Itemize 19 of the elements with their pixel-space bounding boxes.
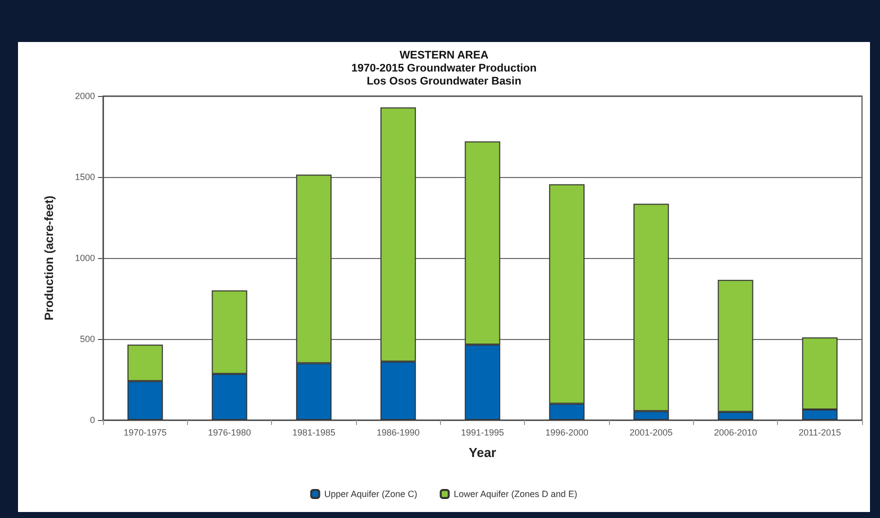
x-tick-label: 1991-1995 bbox=[460, 428, 504, 438]
legend-label: Upper Aquifer (Zone C) bbox=[324, 489, 418, 499]
x-tick-label: 1976-1980 bbox=[208, 428, 252, 438]
x-tick-label: 1996-2000 bbox=[545, 428, 588, 438]
y-tick-label: 500 bbox=[80, 334, 95, 344]
y-tick-label: 1500 bbox=[74, 172, 95, 182]
x-axis-title: Year bbox=[468, 445, 496, 460]
y-tick-label: 0 bbox=[90, 415, 95, 425]
x-tick-label: 2001-2005 bbox=[630, 428, 673, 438]
y-axis-title: Production (acre-feet) bbox=[42, 196, 56, 320]
chart-title: WESTERN AREA 1970-2015 Groundwater Production Los Osos Groundwater Basin bbox=[351, 50, 537, 88]
x-tick-label: 1981-1985 bbox=[292, 428, 336, 438]
y-tick-label: 1000 bbox=[74, 253, 95, 263]
x-tick-label: 1986-1990 bbox=[376, 428, 420, 438]
y-tick-label: 2000 bbox=[74, 91, 95, 101]
x-tick-label: 1970-1975 bbox=[124, 428, 167, 438]
legend-label: Lower Aquifer (Zones D and E) bbox=[454, 489, 578, 499]
x-tick-label: 2006-2010 bbox=[714, 428, 758, 438]
x-tick-label: 2011-2015 bbox=[798, 428, 842, 438]
